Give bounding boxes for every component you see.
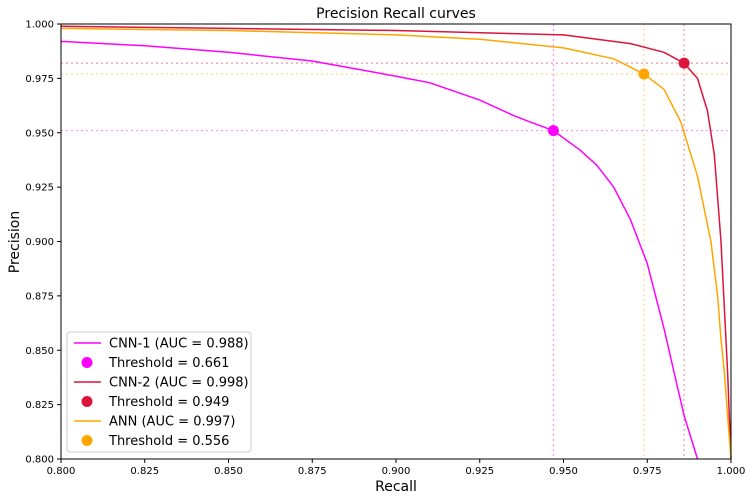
y-tick-label-6: 0.950 (25, 128, 54, 139)
legend-label-threshold-0: Threshold = 0.661 (108, 356, 229, 371)
chart-title: Precision Recall curves (316, 6, 476, 22)
y-tick-label-8: 1.000 (25, 20, 54, 31)
legend-label-series-2: ANN (AUC = 0.997) (109, 415, 235, 430)
x-axis-ticks: 0.800 0.825 0.850 0.875 0.900 0.925 0.950 0.975… (47, 459, 746, 477)
y-tick-label-2: 0.850 (25, 346, 54, 357)
x-tick-label-6: 0.950 (549, 466, 578, 477)
x-tick-label-4: 0.900 (382, 466, 411, 477)
threshold-points-layer (547, 57, 690, 137)
legend-label-threshold-2: Threshold = 0.556 (108, 434, 229, 449)
y-tick-label-0: 0.800 (25, 455, 54, 466)
y-tick-label-5: 0.925 (25, 183, 54, 194)
legend-marker-swatch-2 (81, 435, 93, 446)
series-line-1 (60, 25, 732, 460)
legend-label-threshold-1: Threshold = 0.949 (108, 395, 229, 410)
y-tick-label-3: 0.875 (25, 291, 54, 302)
x-tick-label-5: 0.925 (465, 466, 494, 477)
threshold-point-0 (547, 125, 559, 137)
y-axis-ticks: 0.800 0.825 0.850 0.875 0.900 0.925 0.950 0.975… (25, 20, 61, 466)
series-line-0 (60, 40, 699, 460)
legend-label-series-1: CNN-2 (AUC = 0.998) (109, 376, 249, 391)
y-tick-label-7: 0.975 (25, 74, 54, 85)
threshold-point-2 (638, 68, 650, 80)
x-tick-label-7: 0.975 (633, 466, 662, 477)
threshold-guide-lines (61, 24, 731, 459)
legend-box (66, 331, 252, 453)
x-tick-label-8: 1.000 (717, 466, 746, 477)
x-tick-label-2: 0.850 (214, 466, 243, 477)
y-tick-label-4: 0.900 (25, 237, 54, 248)
series-line-2 (60, 27, 732, 460)
legend-marker-swatch-1 (81, 396, 93, 407)
y-axis-label: Precision (7, 211, 23, 273)
x-tick-label-3: 0.875 (298, 466, 327, 477)
x-axis-label: Recall (375, 479, 417, 495)
threshold-point-1 (678, 57, 690, 69)
x-tick-label-0: 0.800 (47, 466, 76, 477)
legend-marker-swatch-0 (81, 357, 93, 368)
chart-legend: CNN-1 (AUC = 0.988) Threshold = 0.661 CNN-… (66, 331, 252, 453)
x-tick-label-1: 0.825 (130, 466, 159, 477)
y-tick-label-1: 0.825 (25, 400, 54, 411)
legend-label-series-0: CNN-1 (AUC = 0.988) (109, 337, 249, 352)
series-layer (60, 25, 732, 460)
